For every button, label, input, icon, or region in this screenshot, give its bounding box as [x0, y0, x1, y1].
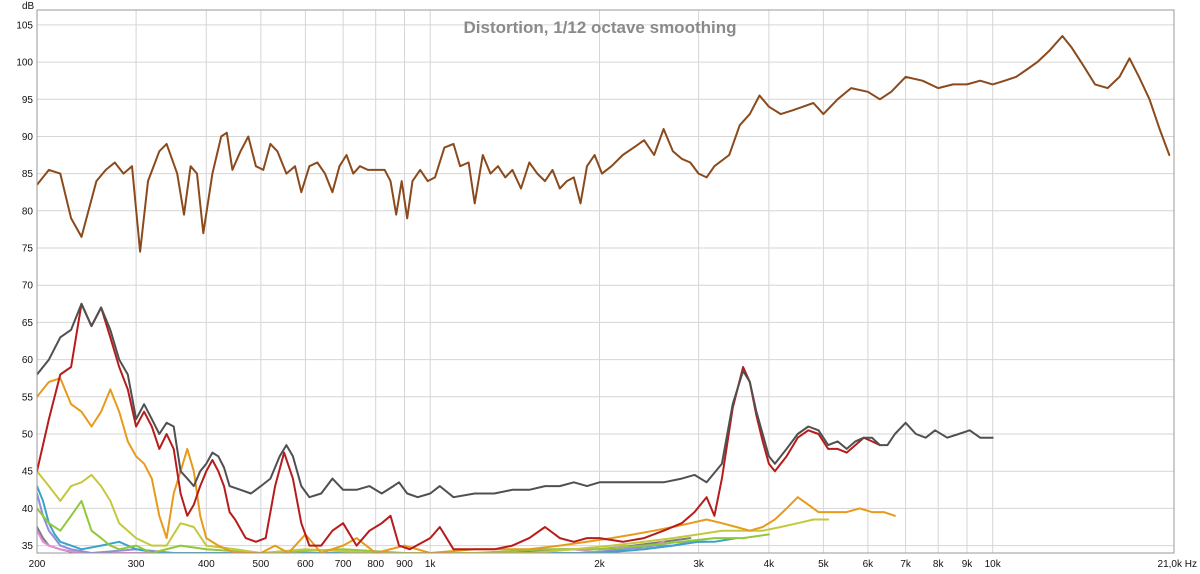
x-tick-label: 600: [297, 559, 314, 570]
x-tick-label: 9k: [962, 559, 974, 570]
x-tick-label: 1k: [425, 559, 437, 570]
x-tick-label: 700: [335, 559, 352, 570]
y-axis-label: dB: [22, 1, 35, 12]
chart-title: Distortion, 1/12 octave smoothing: [464, 18, 737, 37]
x-axis-ticks: 200 300 400 500 600 700 800 900 1k 2k 3k 4k 5k 6k 7k 8k…: [29, 559, 1197, 570]
x-tick-label: 200: [29, 559, 46, 570]
x-tick-label: 3k: [693, 559, 705, 570]
x-tick-label: 400: [198, 559, 215, 570]
y-tick-label: 75: [22, 244, 34, 255]
series-layer: [37, 35, 1171, 553]
series-line-fundamental: [37, 35, 1171, 253]
x-tick-label: 5k: [818, 559, 830, 570]
x-tick-label: 4k: [764, 559, 776, 570]
y-tick-label: 105: [16, 20, 33, 31]
y-tick-label: 65: [22, 318, 34, 329]
y-tick-label: 55: [22, 392, 34, 403]
x-tick-label: 6k: [863, 559, 875, 570]
x-tick-label: 7k: [900, 559, 912, 570]
plot-frame: [36, 9, 1175, 554]
series-line-2nd-harmonic: [37, 302, 881, 551]
x-tick-label: 2k: [594, 559, 606, 570]
y-axis-ticks: 35 40 45 50 55 60 65 70 75 80 85 90 95 100 105: [16, 20, 33, 552]
x-tick-label: 300: [128, 559, 145, 570]
x-tick-label: 8k: [933, 559, 945, 570]
y-tick-label: 95: [22, 95, 34, 106]
y-tick-label: 100: [16, 58, 33, 69]
x-tick-label: 10k: [985, 559, 1002, 570]
x-tick-label: 21,0k Hz: [1158, 559, 1197, 570]
x-tick-label: 900: [396, 559, 413, 570]
y-tick-label: 50: [22, 430, 34, 441]
series-line-5th-harmonic: [37, 499, 770, 553]
y-tick-label: 70: [22, 281, 34, 292]
x-tick-label: 800: [367, 559, 384, 570]
y-tick-label: 35: [22, 541, 34, 552]
plot-background: [37, 10, 1174, 553]
grid-lines: [37, 10, 1174, 553]
series-line-thd: [37, 302, 994, 499]
y-tick-label: 45: [22, 467, 34, 478]
series-line-6th-harmonic: [37, 485, 738, 553]
x-tick-label: 500: [253, 559, 270, 570]
y-tick-label: 85: [22, 169, 34, 180]
series-line-7th-harmonic: [37, 492, 708, 553]
y-tick-label: 90: [22, 132, 34, 143]
y-tick-label: 60: [22, 355, 34, 366]
series-line-4th-harmonic: [37, 470, 830, 553]
y-tick-label: 40: [22, 504, 34, 515]
series-line-3rd-harmonic: [37, 377, 896, 553]
y-tick-label: 80: [22, 206, 34, 217]
